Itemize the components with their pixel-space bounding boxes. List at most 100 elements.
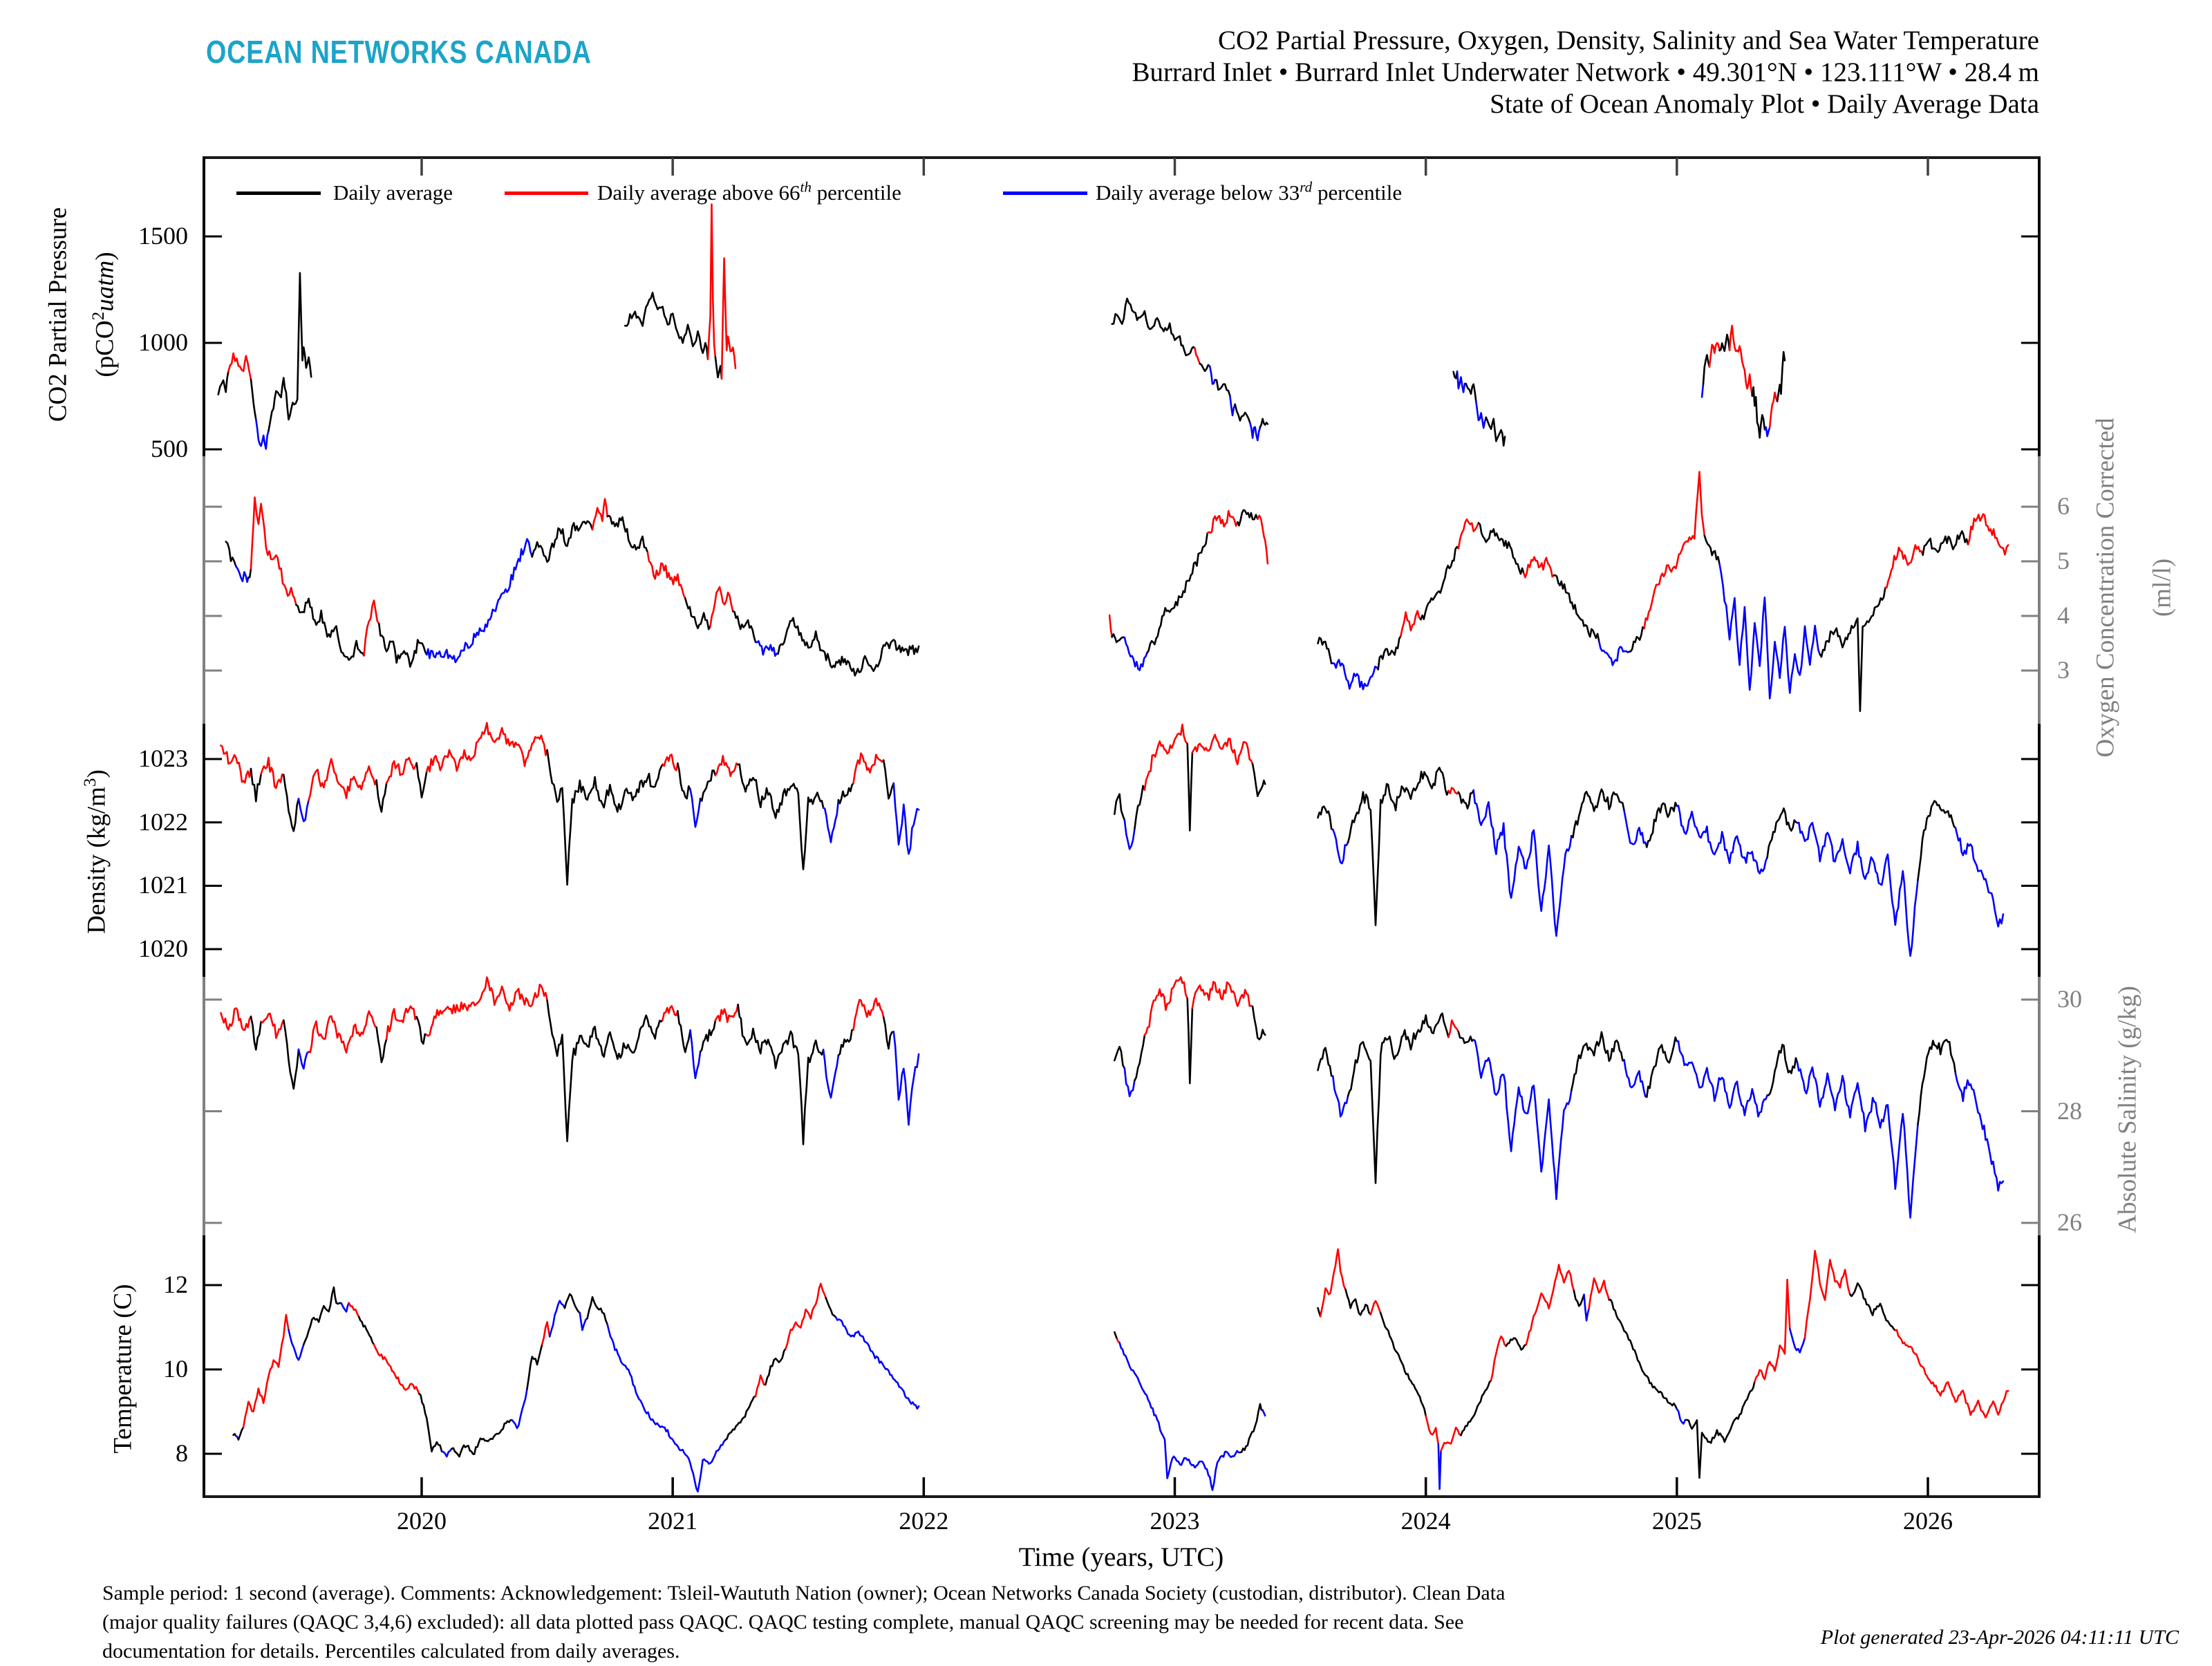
y-tick-label-co2-1000: 1000 (138, 328, 188, 356)
legend-line-red (505, 191, 588, 195)
axis-ticks (204, 158, 2039, 1497)
series-oxygen-segment (1884, 544, 1924, 589)
series-temperature-segment (1425, 1415, 1440, 1445)
series-oxygen-segment (295, 597, 365, 661)
series-salinity-segment (1447, 1019, 1460, 1038)
series-density-segment (689, 788, 702, 828)
y-axis-title-oxygen-unit: (ml/l) (2148, 558, 2177, 617)
series-temperature-segment (526, 1343, 543, 1390)
series-co2-segment (1751, 386, 1766, 439)
series-co2-segment (1702, 354, 1711, 385)
plot-generated-timestamp: Plot generated 23-Apr-2026 04:11:11 UTC (1820, 1626, 2179, 1649)
series-oxygen-segment (250, 496, 297, 606)
series-density-segment (1571, 788, 1625, 839)
series-salinity-segment (375, 1026, 388, 1063)
legend-line-blue (1003, 191, 1087, 195)
series-temperature-segment (1239, 1403, 1264, 1454)
series-temperature-segment (1803, 1250, 1851, 1339)
series-temperature-segment (1380, 1312, 1427, 1417)
series-salinity-segment (1134, 1034, 1146, 1082)
series-co2-segment (255, 418, 270, 450)
y-tick-label-den-1023: 1023 (138, 745, 188, 772)
series-salinity-segment (308, 1010, 377, 1054)
series-salinity-segment (882, 1016, 895, 1050)
y-tick-label-den-1020: 1020 (138, 935, 188, 962)
series-salinity-segment (250, 1015, 262, 1051)
series-co2-segment (720, 257, 737, 380)
series-oxygen-segment (732, 610, 757, 644)
series-oxygen-segment (1967, 513, 2009, 556)
series-temperature-segment (288, 1329, 305, 1361)
series-co2-segment (1249, 422, 1262, 442)
series-temperature-segment (1583, 1293, 1590, 1322)
y-tick-label-den-1022: 1022 (138, 807, 188, 836)
series-density-segment (1796, 821, 1919, 957)
series-oxygen-segment (1146, 532, 1208, 654)
y-axis-title-oxygen: Oxygen Concentration Corrected (2091, 418, 2120, 758)
series-oxygen-segment (1111, 633, 1126, 644)
y-tick-label-sal-28: 28 (2057, 1096, 2082, 1125)
series-salinity-segment (220, 1007, 252, 1031)
series-co2-segment (1234, 403, 1251, 424)
series-salinity-segment (892, 1031, 920, 1126)
series-density-segment (1457, 789, 1474, 809)
series-co2-segment (1485, 416, 1506, 447)
series-salinity-segment (1623, 1058, 1648, 1098)
series-oxygen-segment (606, 514, 649, 554)
series-temperature-segment (1490, 1335, 1508, 1382)
series-oxygen-segment (1108, 614, 1113, 638)
series-co2-segment (1209, 365, 1216, 385)
series-temperature-segment (1573, 1289, 1585, 1307)
y-axis-title-density: Density (kg/m3) (81, 769, 111, 934)
series-co2-segment (1194, 347, 1201, 365)
legend-label-below-33rd: Daily average below 33rd percentile (1096, 178, 1403, 205)
series-oxygen-segment (646, 551, 686, 599)
x-tick-label-2021: 2021 (648, 1507, 698, 1535)
series-density-segment (1191, 733, 1254, 765)
series-salinity-segment (737, 1003, 825, 1145)
plot-spines (203, 156, 2041, 1498)
series-density-segment (892, 782, 920, 855)
onc-logo: OCEAN NETWORKS CANADA (206, 34, 592, 70)
series-salinity-segment (1123, 1067, 1136, 1098)
y-tick-label-o2-6: 6 (2057, 492, 2070, 520)
series-oxygen-segment (1457, 518, 1480, 550)
series-co2-segment (227, 352, 252, 381)
series-temperature-segment (511, 1387, 528, 1430)
series-temperature-segment (548, 1300, 566, 1338)
series-oxygen-segment (1400, 610, 1422, 637)
series-density-segment (1623, 809, 1648, 848)
series-salinity-segment (677, 1010, 691, 1054)
title-line-1: CO2 Partial Pressure, Oxygen, Density, S… (1217, 26, 2039, 55)
series-density-segment (714, 755, 739, 777)
series-co2-segment (1214, 379, 1231, 397)
series-co2-segment (1700, 383, 1705, 398)
series-oxygen-segment (378, 623, 428, 668)
series-temperature-segment (724, 1395, 757, 1441)
series-temperature-segment (563, 1293, 581, 1314)
series-temperature-segment (579, 1311, 588, 1331)
series-density-segment (1646, 801, 1678, 848)
series-oxygen-segment (1477, 522, 1525, 575)
series-salinity-segment (1766, 1043, 1799, 1096)
legend-label-daily-average: Daily average (333, 180, 453, 205)
series-temperature-segment (834, 1316, 920, 1410)
series-temperature-segment (586, 1296, 608, 1326)
series-salinity-segment (260, 1012, 285, 1039)
series-salinity-segment (1191, 980, 1254, 1009)
series-density-segment (1143, 723, 1188, 791)
series-co2-segment (1708, 341, 1721, 368)
series-temperature-segment (1686, 1380, 1756, 1479)
series-co2-segment (1776, 350, 1786, 402)
series-density-segment (1347, 767, 1450, 926)
series-oxygen-segment (591, 498, 608, 531)
x-tick-label-2020: 2020 (397, 1507, 447, 1535)
series-oxygen-segment (684, 597, 711, 630)
series-oxygen-segment (1819, 586, 1886, 712)
series-co2-segment (1728, 324, 1754, 397)
series-co2-segment (1768, 391, 1779, 429)
series-temperature-segment (754, 1374, 767, 1398)
series-density-segment (677, 762, 691, 800)
series-co2-segment (1259, 418, 1269, 429)
series-oxygen-segment (1718, 563, 1821, 700)
